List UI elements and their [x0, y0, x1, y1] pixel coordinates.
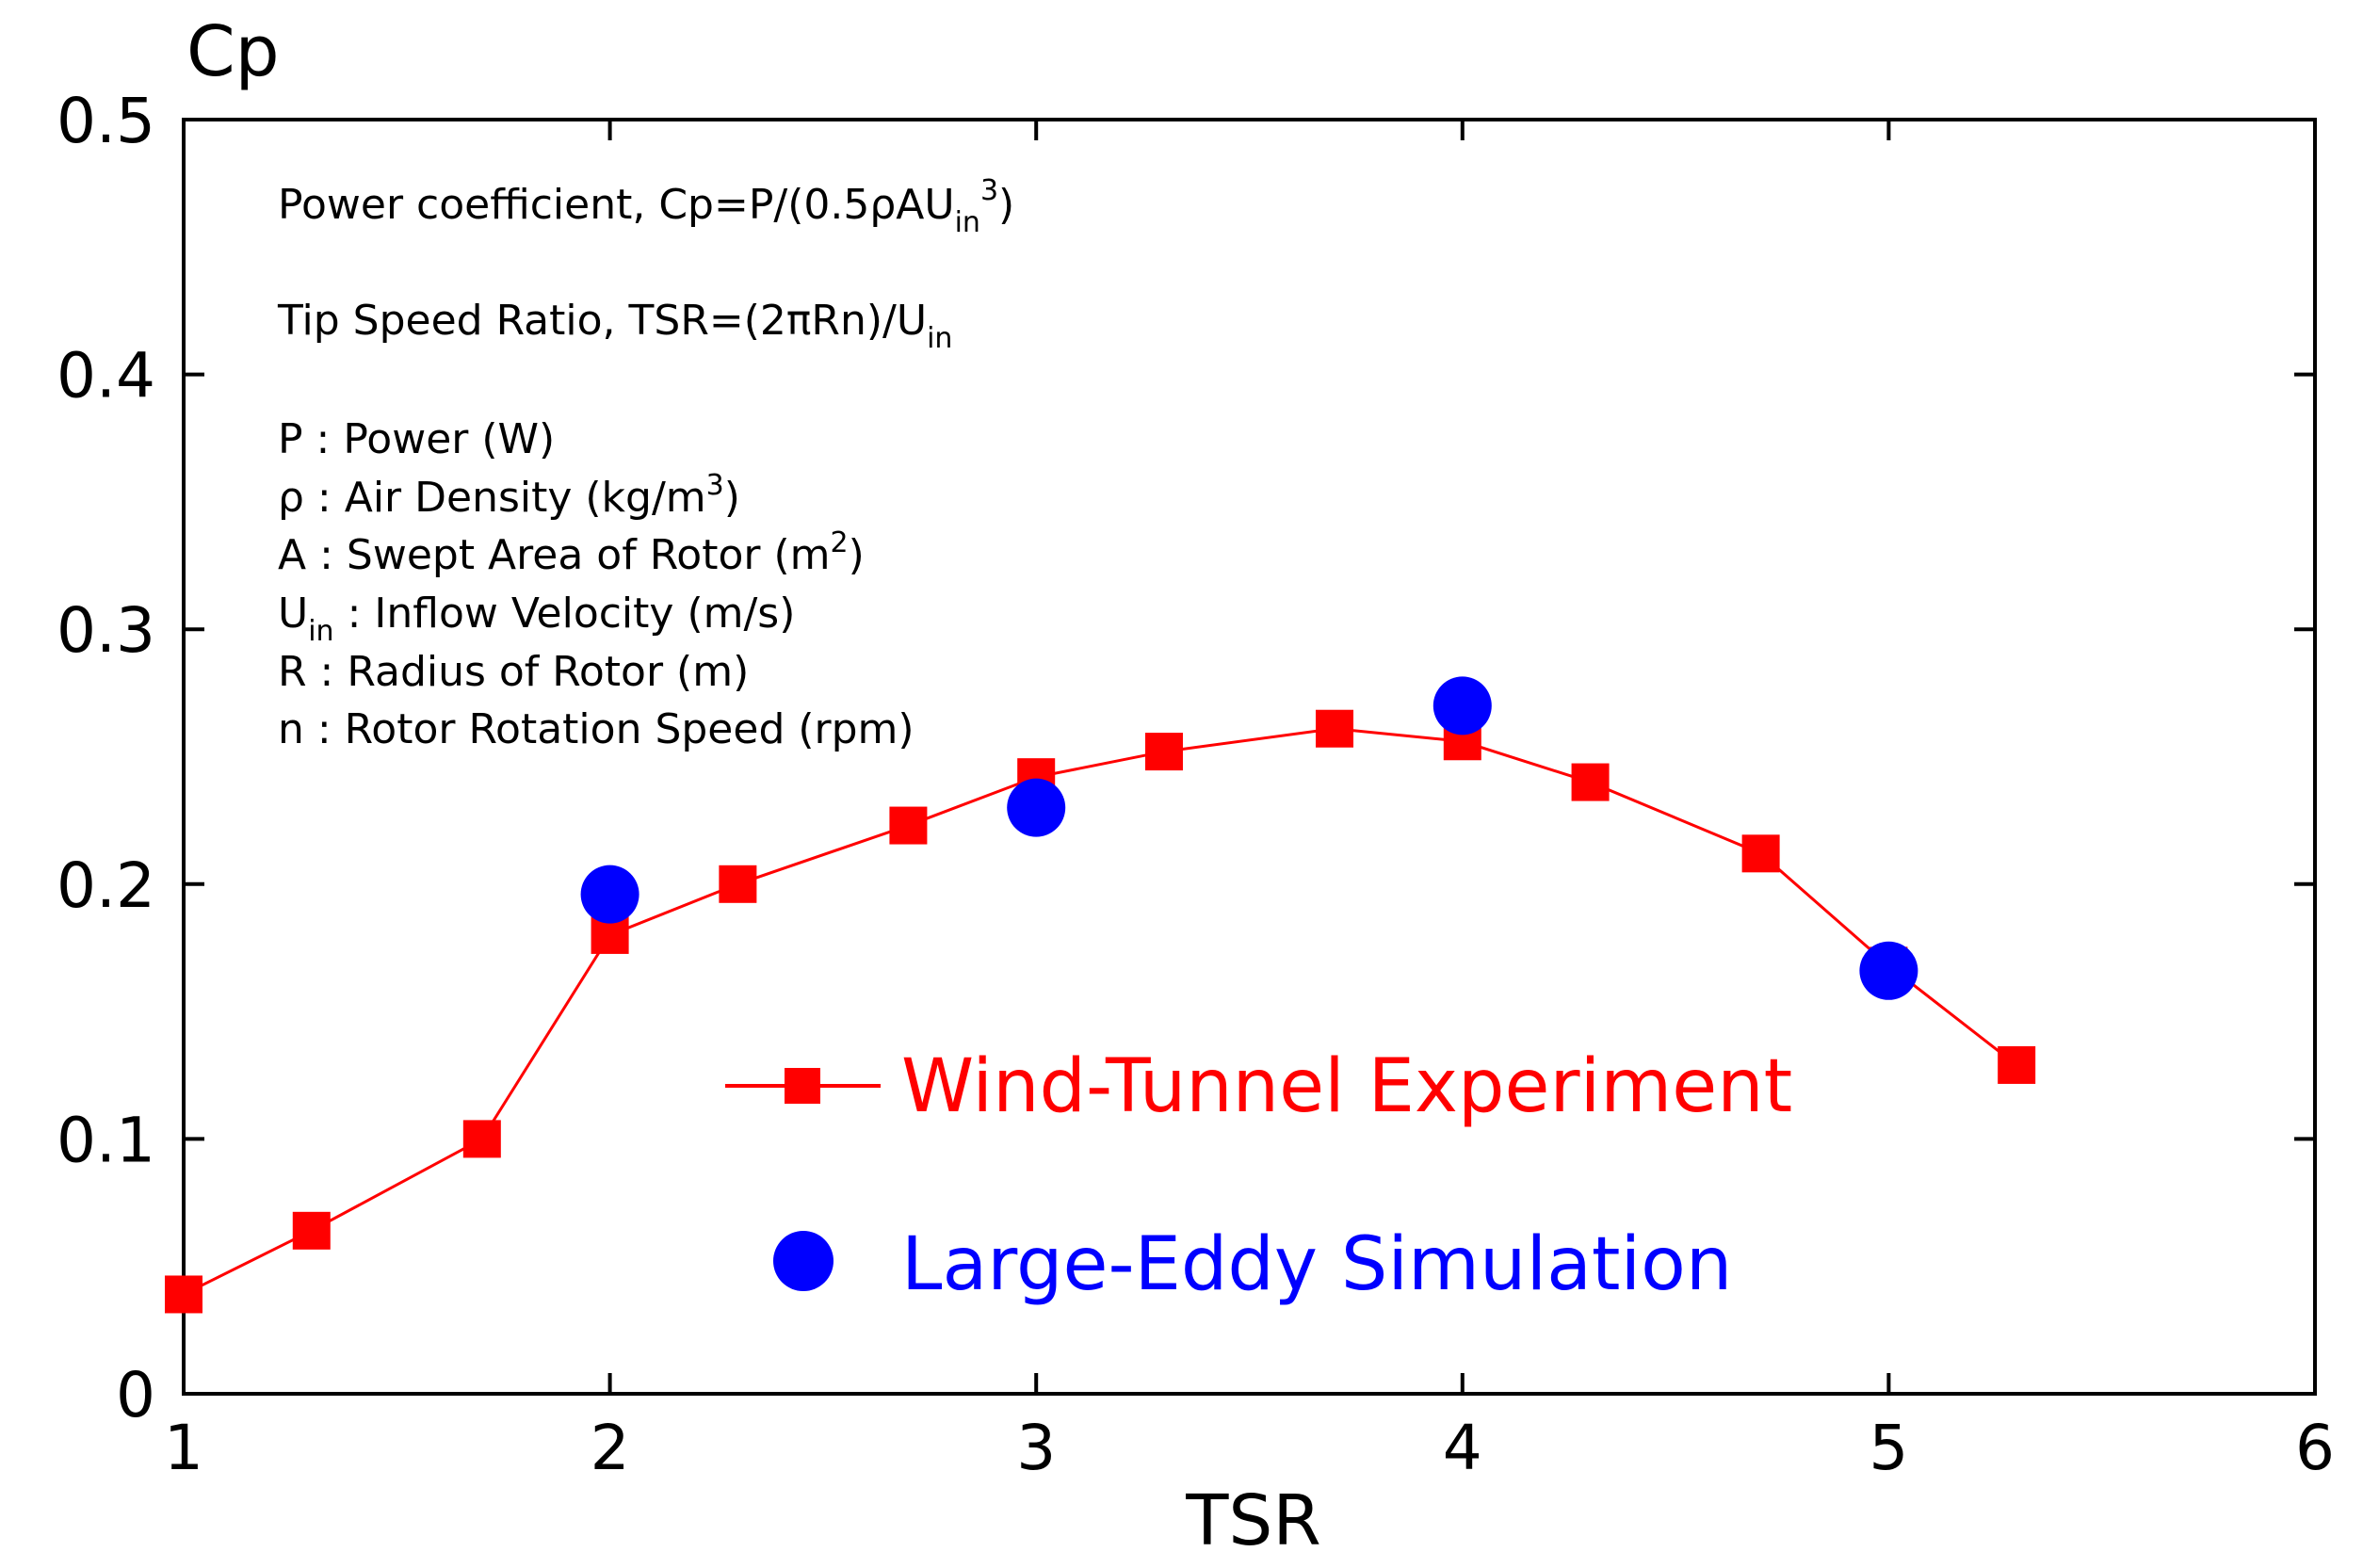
- simulation-point: [1432, 676, 1492, 736]
- simulation-point: [1007, 778, 1066, 837]
- y-axis-title: Cp: [186, 11, 280, 92]
- simulation-point: [1859, 941, 1918, 1000]
- uin-definition: Uin : Inflow Velocity (m/s): [278, 590, 795, 648]
- y-tick-label: 0.2: [57, 849, 155, 922]
- x-axis-title: TSR: [1185, 1480, 1321, 1561]
- legend-experiment-label: Wind-Tunnel Experiment: [901, 1044, 1792, 1129]
- r-definition: R : Radius of Rotor (m): [278, 648, 749, 696]
- y-tick-label: 0.4: [57, 340, 155, 412]
- legend-experiment-marker: [785, 1068, 820, 1104]
- y-tick-label: 0.1: [57, 1104, 155, 1176]
- experiment-point: [165, 1275, 202, 1314]
- experiment-point: [292, 1211, 331, 1250]
- power-coefficient-definition: Power coefficient, Cp=P/(0.5ρAUin3): [278, 174, 1014, 239]
- rho-definition: ρ : Air Density (kg/m3): [278, 469, 740, 522]
- x-tick-label: 1: [164, 1412, 203, 1484]
- ticks: 1 2 3 4 5 6 0 0.1 0.2 0.3 0.4 0.5: [57, 85, 2335, 1484]
- simulation-point: [580, 865, 639, 924]
- x-tick-label: 4: [1443, 1412, 1482, 1484]
- experiment-series-line: [183, 727, 2018, 1296]
- legend-simulation-marker: [773, 1231, 834, 1291]
- tsr-definition: Tip Speed Ratio, TSR=(2πRn)/Uin: [277, 297, 952, 355]
- experiment-point: [1741, 834, 1780, 873]
- plot-frame: [182, 118, 2317, 1396]
- n-definition: n : Rotor Rotation Speed (rpm): [278, 705, 914, 753]
- experiment-point: [1316, 709, 1354, 748]
- p-definition: P : Power (W): [278, 415, 555, 463]
- a-definition: A : Swept Area of Rotor (m2): [278, 526, 865, 579]
- x-tick-label: 3: [1016, 1412, 1056, 1484]
- experiment-point: [1998, 1045, 2036, 1084]
- experiment-point: [889, 806, 928, 845]
- experiment-point: [719, 865, 757, 903]
- definitions-annotation: Power coefficient, Cp=P/(0.5ρAUin3) Tip …: [277, 174, 1014, 753]
- series: [165, 676, 2036, 1314]
- experiment-point: [462, 1120, 501, 1158]
- x-tick-label: 2: [591, 1412, 630, 1484]
- axes: [182, 118, 2317, 1396]
- x-tick-label: 6: [2295, 1412, 2335, 1484]
- experiment-point: [1144, 733, 1183, 771]
- legend: Wind-Tunnel Experiment Large-Eddy Simula…: [725, 1044, 1792, 1307]
- y-tick-label: 0: [116, 1359, 155, 1431]
- legend-simulation-label: Large-Eddy Simulation: [901, 1222, 1732, 1307]
- experiment-point: [1571, 763, 1610, 801]
- x-tick-label: 5: [1869, 1412, 1908, 1484]
- y-tick-label: 0.3: [57, 594, 155, 667]
- y-tick-label: 0.5: [57, 85, 155, 157]
